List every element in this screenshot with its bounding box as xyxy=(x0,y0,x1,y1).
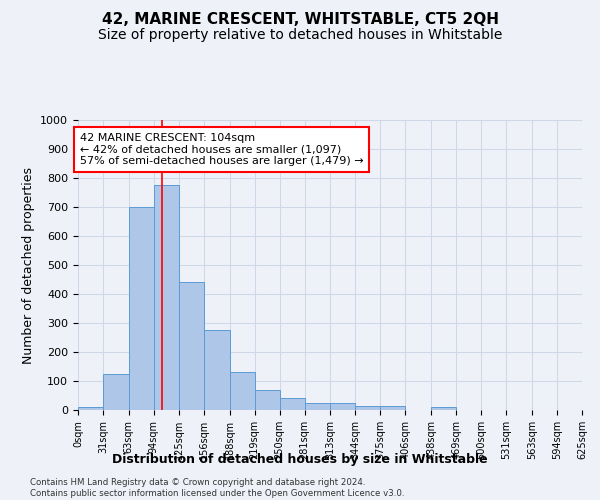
Bar xyxy=(154,185,179,410)
Bar xyxy=(204,330,230,410)
Bar xyxy=(331,403,355,410)
Bar xyxy=(280,398,305,410)
Bar xyxy=(103,374,129,410)
Bar xyxy=(305,403,331,410)
Text: 42, MARINE CRESCENT, WHITSTABLE, CT5 2QH: 42, MARINE CRESCENT, WHITSTABLE, CT5 2QH xyxy=(101,12,499,28)
Bar xyxy=(179,282,204,410)
Y-axis label: Number of detached properties: Number of detached properties xyxy=(22,166,35,364)
Text: Contains HM Land Registry data © Crown copyright and database right 2024.
Contai: Contains HM Land Registry data © Crown c… xyxy=(30,478,404,498)
Bar xyxy=(78,407,103,410)
Bar xyxy=(254,390,280,410)
Text: 42 MARINE CRESCENT: 104sqm
← 42% of detached houses are smaller (1,097)
57% of s: 42 MARINE CRESCENT: 104sqm ← 42% of deta… xyxy=(80,133,363,166)
Bar xyxy=(431,407,456,410)
Bar xyxy=(129,207,154,410)
Bar xyxy=(355,406,380,410)
Bar xyxy=(230,372,254,410)
Bar xyxy=(380,406,406,410)
Text: Size of property relative to detached houses in Whitstable: Size of property relative to detached ho… xyxy=(98,28,502,42)
Text: Distribution of detached houses by size in Whitstable: Distribution of detached houses by size … xyxy=(112,452,488,466)
